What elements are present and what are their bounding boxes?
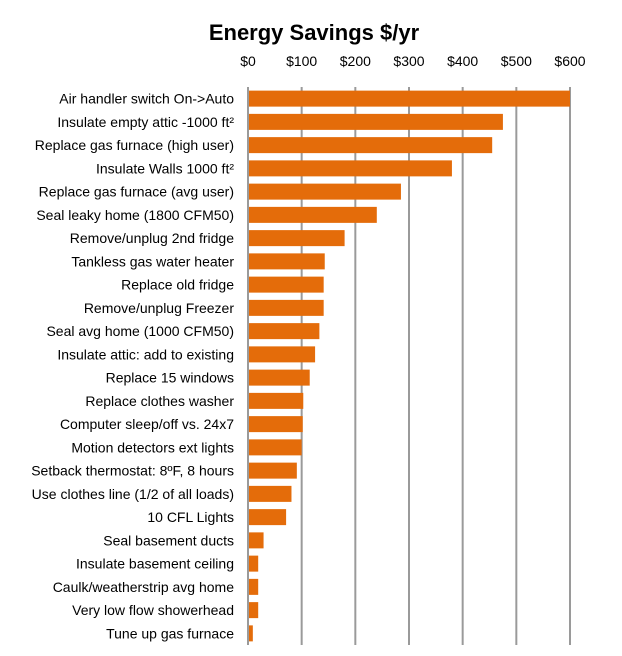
category-label: Tune up gas furnace <box>106 625 234 641</box>
bar <box>248 137 493 154</box>
x-tick-label: $300 <box>393 53 424 69</box>
category-label: Remove/unplug Freezer <box>84 300 235 316</box>
bar <box>248 230 345 247</box>
category-label: Replace gas furnace (high user) <box>35 137 234 153</box>
bar <box>248 532 264 549</box>
category-label: Replace clothes washer <box>85 393 234 409</box>
category-label: Remove/unplug 2nd fridge <box>70 230 234 246</box>
bar <box>248 602 259 619</box>
bar <box>248 183 401 200</box>
category-label: Computer sleep/off vs. 24x7 <box>60 416 234 432</box>
x-tick-label: $0 <box>240 53 256 69</box>
x-tick-label: $100 <box>286 53 317 69</box>
category-label: Air handler switch On->Auto <box>59 91 234 107</box>
bar <box>248 462 297 479</box>
bar <box>248 369 310 386</box>
bar <box>248 392 304 409</box>
bar <box>248 276 324 293</box>
x-tick-label: $600 <box>554 53 585 69</box>
category-label: Insulate attic: add to existing <box>57 346 234 362</box>
bar <box>248 323 320 340</box>
bar <box>248 160 452 177</box>
bar <box>248 625 253 642</box>
x-tick-label: $200 <box>340 53 371 69</box>
category-label: Seal basement ducts <box>103 532 234 548</box>
x-tick-label: $400 <box>447 53 478 69</box>
gridlines <box>300 87 571 645</box>
category-label: Very low flow showerhead <box>72 602 234 618</box>
bar <box>248 555 259 572</box>
category-label: Insulate empty attic -1000 ft² <box>57 114 234 130</box>
bars <box>248 90 570 642</box>
x-tick-label: $500 <box>501 53 532 69</box>
bar <box>248 113 503 130</box>
category-label: Seal avg home (1000 CFM50) <box>46 323 234 339</box>
bar <box>248 439 302 456</box>
category-label: Insulate basement ceiling <box>76 556 234 572</box>
bar <box>248 485 292 502</box>
bar <box>248 206 377 223</box>
category-label: Tankless gas water heater <box>71 253 234 269</box>
category-label: 10 CFL Lights <box>147 509 234 525</box>
bar <box>248 578 259 595</box>
bar <box>248 416 303 433</box>
category-label: Caulk/weatherstrip avg home <box>53 579 235 595</box>
bar <box>248 90 570 107</box>
bar <box>248 346 316 363</box>
chart-title: Energy Savings $/yr <box>209 20 420 45</box>
category-label: Replace old fridge <box>121 277 234 293</box>
bar <box>248 509 287 526</box>
bar <box>248 299 324 316</box>
category-labels: Air handler switch On->Auto Insulate empt… <box>31 91 234 642</box>
category-label: Setback thermostat: 8ºF, 8 hours <box>31 463 234 479</box>
category-label: Use clothes line (1/2 of all loads) <box>32 486 234 502</box>
x-axis-ticks: $0 $100 $200 $300 $400 $500 $600 <box>240 53 586 69</box>
category-label: Replace 15 windows <box>106 370 234 386</box>
category-label: Motion detectors ext lights <box>71 439 234 455</box>
category-label: Replace gas furnace (avg user) <box>39 184 234 200</box>
category-label: Seal leaky home (1800 CFM50) <box>36 207 234 223</box>
category-label: Insulate Walls 1000 ft² <box>96 160 234 176</box>
bar <box>248 253 325 270</box>
